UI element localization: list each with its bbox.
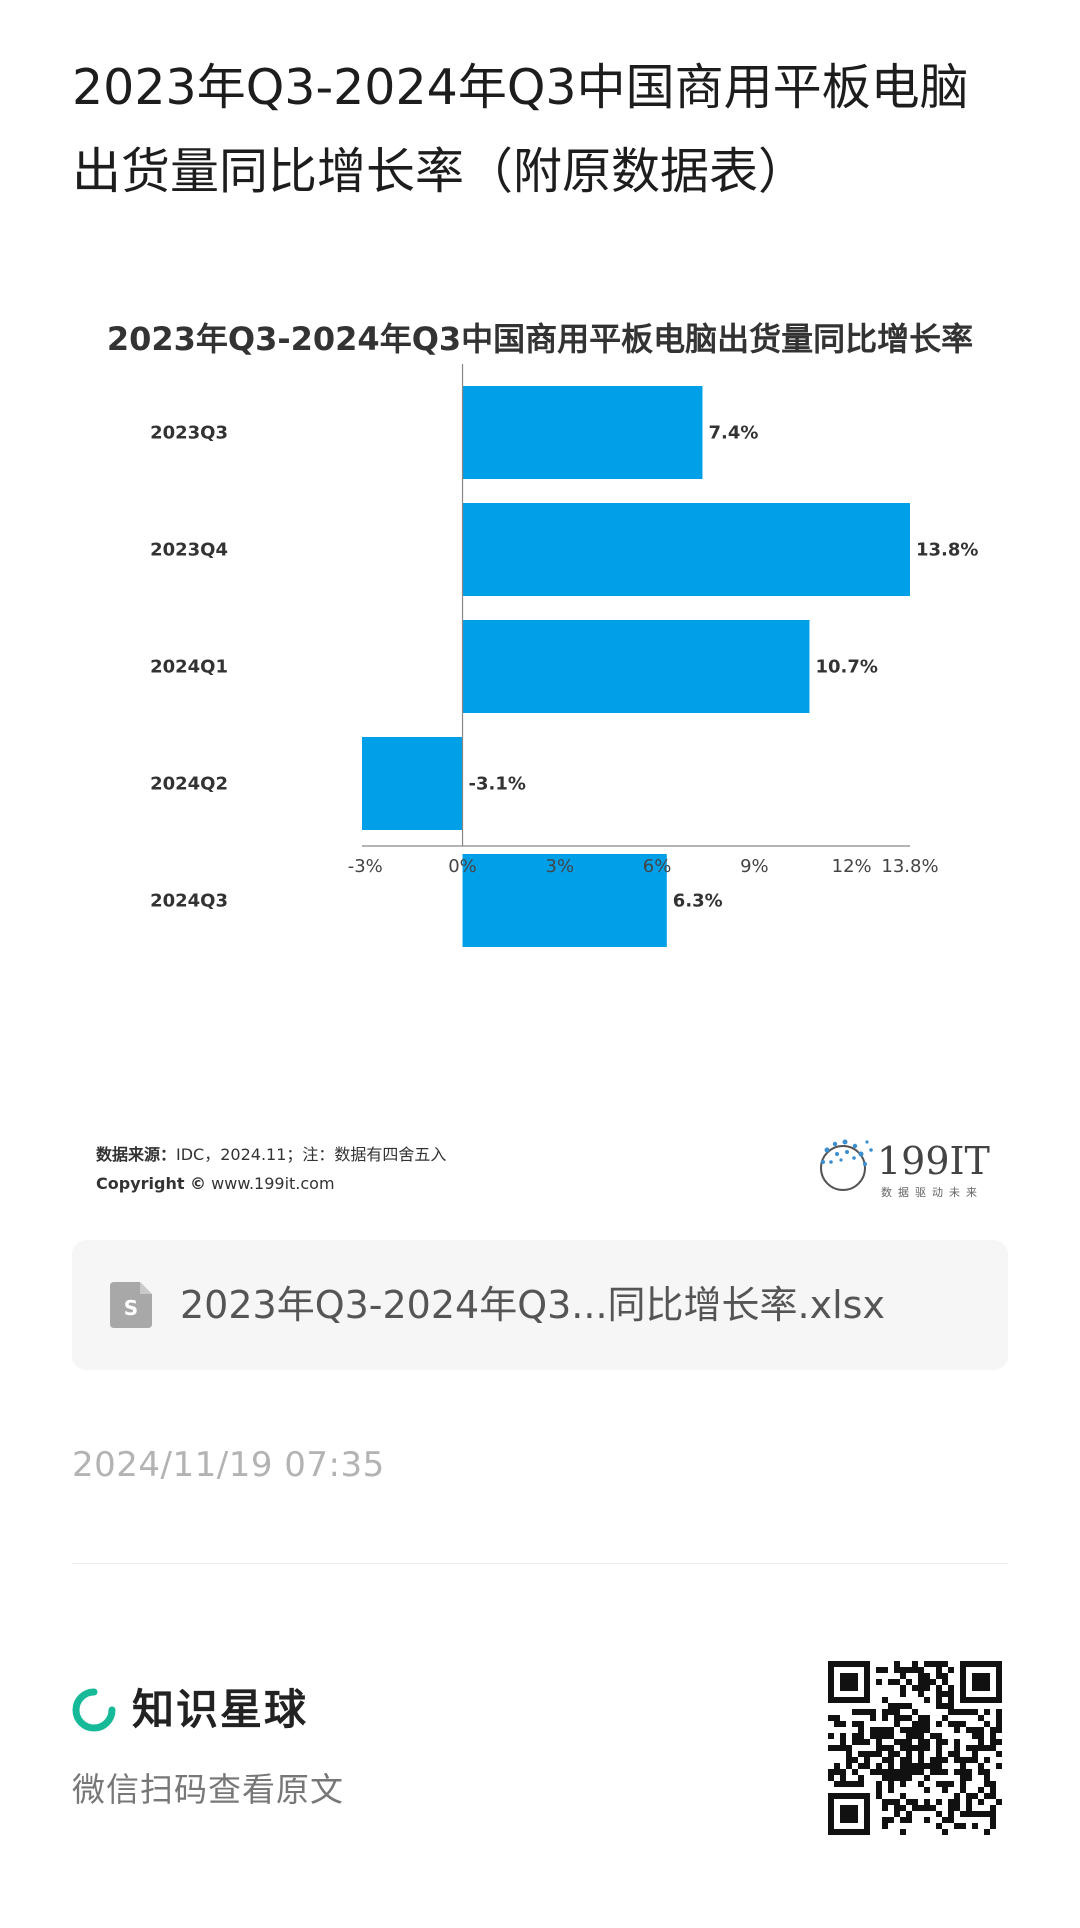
- bar-2024Q1: [462, 620, 810, 713]
- logo-dandelion-icon: [820, 1139, 873, 1191]
- spreadsheet-file-icon: S: [110, 1282, 152, 1328]
- data-label: 10.7%: [815, 657, 877, 678]
- chart-card: 2023年Q3-2024年Q3中国商用平板电脑出货量同比增长率 2023Q3 7.…: [72, 300, 1008, 1220]
- category-label: 2023Q3: [150, 423, 228, 444]
- data-label: 6.3%: [673, 891, 723, 912]
- zsxq-ring-icon: [72, 1688, 116, 1732]
- source-label: 数据来源：: [96, 1145, 177, 1164]
- svg-text:S: S: [124, 1296, 138, 1320]
- x-tick-label: 12%: [832, 856, 872, 877]
- copyright-line: Copyright © www.199it.com: [96, 1169, 446, 1198]
- category-label: 2023Q4: [150, 540, 228, 561]
- bar-chart: 2023Q3 7.4% 2023Q4 13.8% 2024Q1 10.7% 2024Q2 -3…: [150, 364, 978, 947]
- x-tick-label: 3%: [546, 856, 575, 877]
- bar-2024Q3: [462, 854, 667, 947]
- category-label: 2024Q1: [150, 657, 228, 678]
- scan-hint: 微信扫码查看原文: [72, 1770, 344, 1809]
- bar-2024Q2: [362, 737, 463, 830]
- logo-slogan: 数据驱动未来: [881, 1185, 983, 1199]
- chart-title: 2023年Q3-2024年Q3中国商用平板电脑出货量同比增长率: [106, 320, 974, 358]
- category-label: 2024Q2: [150, 774, 228, 795]
- x-tick-label: -3%: [348, 856, 383, 877]
- data-label: 13.8%: [916, 540, 978, 561]
- logo-text: 199IT: [877, 1139, 990, 1183]
- copyright-label: Copyright ©: [96, 1174, 207, 1193]
- attachment-file[interactable]: S 2023年Q3-2024年Q3...同比增长率.xlsx: [72, 1240, 1008, 1370]
- x-tick-label: 9%: [740, 856, 769, 877]
- x-tick-label: 6%: [643, 856, 672, 877]
- qr-code-icon[interactable]: [828, 1661, 1002, 1835]
- page-title: 2023年Q3-2024年Q3中国商用平板电脑出货量同比增长率（附原数据表）: [72, 59, 969, 200]
- bar-2023Q3: [462, 386, 703, 479]
- post-timestamp: 2024/11/19 07:35: [72, 1445, 385, 1485]
- brand-name: 知识星球: [132, 1685, 309, 1734]
- source-text: IDC，2024.11；注：数据有四舍五入: [176, 1145, 447, 1164]
- x-tick-label: 13.8%: [881, 856, 938, 877]
- x-tick-label: 0%: [448, 856, 477, 877]
- attachment-filename[interactable]: 2023年Q3-2024年Q3...同比增长率.xlsx: [180, 1283, 885, 1327]
- data-label: -3.1%: [469, 774, 526, 795]
- data-label: 7.4%: [708, 423, 758, 444]
- chart-source: 数据来源：IDC，2024.11；注：数据有四舍五入 Copyright © w…: [96, 1140, 446, 1198]
- divider: [72, 1563, 1008, 1564]
- bar-2023Q4: [462, 503, 910, 596]
- category-label: 2024Q3: [150, 891, 228, 912]
- source-line: 数据来源：IDC，2024.11；注：数据有四舍五入: [96, 1140, 446, 1169]
- 199it-logo: 199IT 数据驱动未来: [820, 1139, 990, 1199]
- copyright-url: www.199it.com: [211, 1174, 335, 1193]
